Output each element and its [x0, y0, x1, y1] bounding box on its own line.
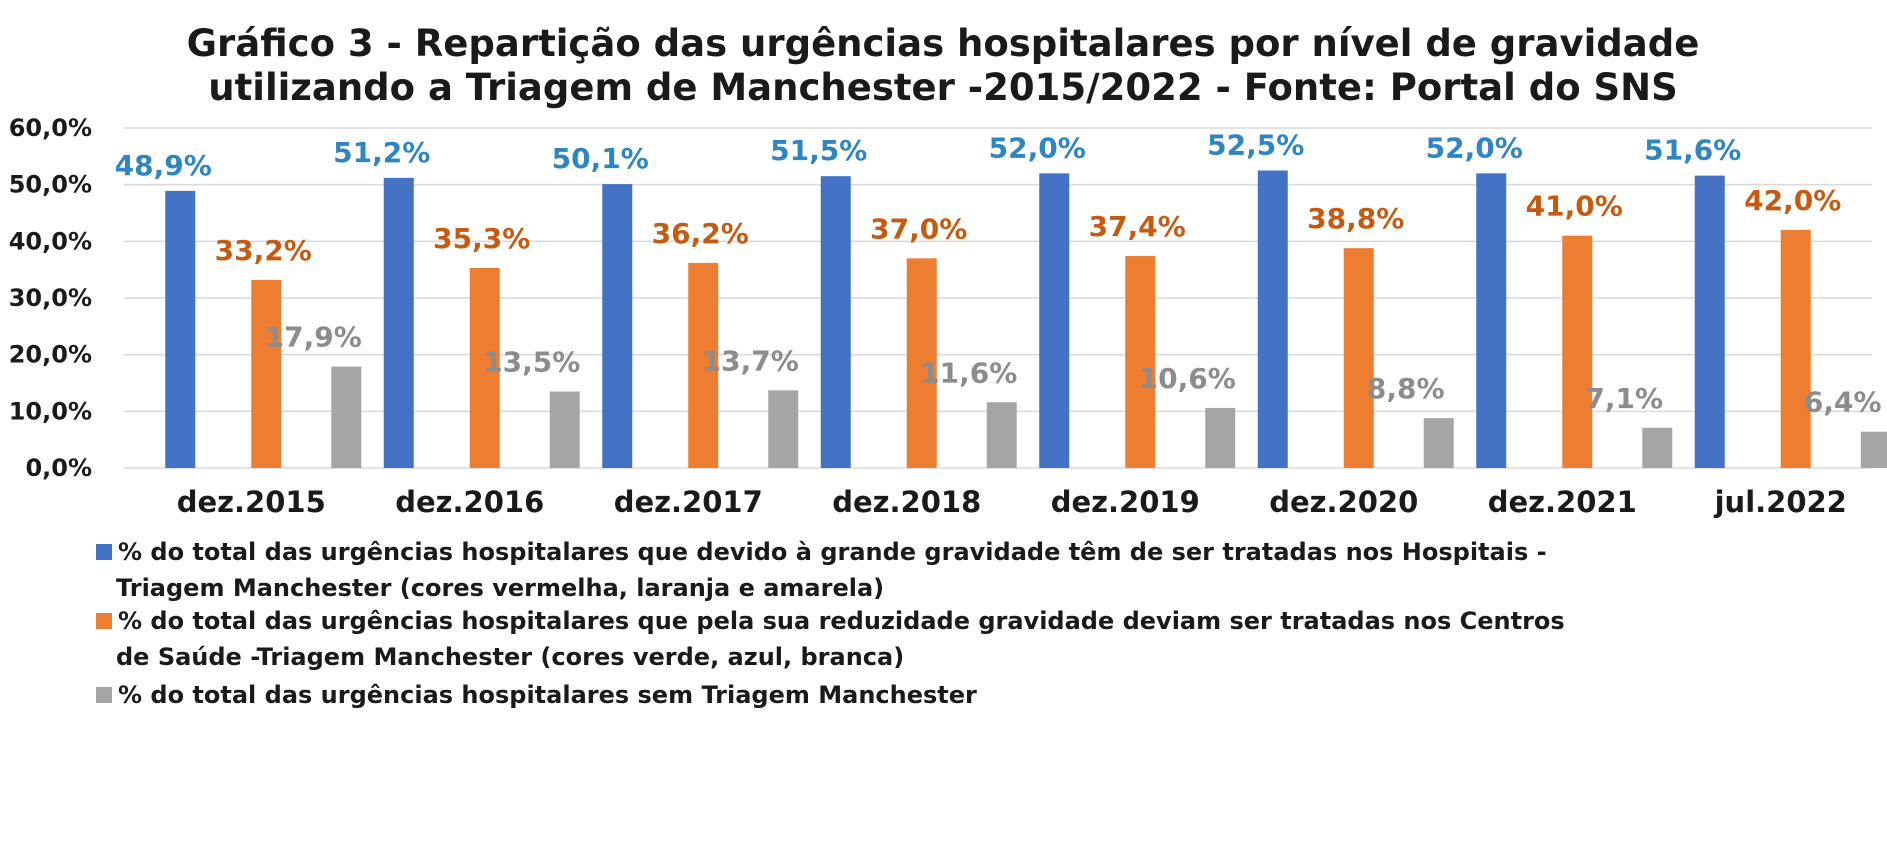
- data-label-series-3: 17,9%: [265, 321, 362, 354]
- bar-series-3-dez.2018: [986, 402, 1017, 468]
- bar-series-2-dez.2016: [469, 267, 500, 468]
- bar-series-3-jul.2022: [1860, 431, 1887, 468]
- legend-swatch-series-1: [96, 544, 112, 560]
- data-label-series-3: 10,6%: [1139, 362, 1236, 395]
- data-label-series-1: 52,5%: [1207, 129, 1304, 162]
- legend-swatch-series-2: [96, 613, 112, 629]
- bar-series-1-dez.2015: [165, 190, 196, 468]
- y-axis-ticks: 0,0% 10,0% 20,0% 30,0% 40,0% 50,0% 60,0%: [9, 114, 92, 482]
- data-label-series-2: 35,3%: [433, 222, 530, 255]
- bar-series-1-jul.2022: [1694, 175, 1725, 468]
- data-label-series-2: 41,0%: [1526, 190, 1623, 223]
- x-tick-label: dez.2021: [1488, 485, 1637, 519]
- bar-series-3-dez.2017: [768, 390, 799, 468]
- x-tick-label: jul.2022: [1714, 485, 1847, 519]
- data-label-series-3: 7,1%: [1585, 382, 1663, 415]
- x-tick-label: dez.2020: [1269, 485, 1418, 519]
- bar-series-2-dez.2021: [1562, 235, 1593, 468]
- x-tick-label: dez.2018: [832, 485, 981, 519]
- data-label-series-1: 50,1%: [552, 142, 649, 175]
- data-label-series-2: 37,4%: [1089, 210, 1186, 243]
- bars: [165, 170, 1887, 469]
- bar-series-1-dez.2018: [820, 176, 851, 468]
- data-label-series-3: 6,4%: [1804, 386, 1882, 419]
- data-label-series-3: 13,7%: [702, 344, 799, 377]
- data-label-series-1: 51,6%: [1644, 134, 1741, 167]
- y-tick-label: 60,0%: [9, 114, 92, 142]
- x-tick-label: dez.2019: [1051, 485, 1200, 519]
- data-label-series-3: 8,8%: [1367, 372, 1445, 405]
- bar-series-3-dez.2019: [1205, 407, 1236, 468]
- x-axis-ticks: dez.2015 dez.2016 dez.2017 dez.2018 dez.2019…: [177, 485, 1847, 519]
- bar-series-2-dez.2020: [1343, 248, 1374, 468]
- bar-series-1-dez.2016: [383, 177, 414, 468]
- data-label-series-1: 51,2%: [333, 136, 430, 169]
- bar-series-1-dez.2021: [1476, 173, 1507, 469]
- chart-title: Gráfico 3 - Repartição das urgências hos…: [187, 22, 1700, 109]
- bar-series-3-dez.2015: [331, 366, 362, 468]
- data-label-series-3: 13,5%: [483, 346, 580, 379]
- bar-series-2-dez.2015: [251, 279, 282, 468]
- y-tick-label: 40,0%: [9, 227, 92, 255]
- bar-series-3-dez.2020: [1423, 418, 1454, 468]
- data-label-series-2: 33,2%: [215, 234, 312, 267]
- legend-label-series-1: % do total das urgências hospitalares qu…: [118, 538, 1547, 566]
- data-label-series-1: 51,5%: [770, 134, 867, 167]
- data-label-series-3: 11,6%: [920, 356, 1017, 389]
- legend-label-series-3: % do total das urgências hospitalares se…: [118, 681, 977, 709]
- bar-series-2-dez.2017: [688, 262, 719, 468]
- data-label-series-2: 37,0%: [870, 212, 967, 245]
- data-label-series-1: 52,0%: [989, 131, 1086, 164]
- y-tick-label: 10,0%: [9, 397, 92, 425]
- legend-label-series-2: % do total das urgências hospitalares qu…: [118, 607, 1565, 635]
- x-tick-label: dez.2015: [177, 485, 326, 519]
- legend: % do total das urgências hospitalares qu…: [96, 538, 1565, 709]
- x-tick-label: dez.2017: [614, 485, 763, 519]
- bar-series-1-dez.2017: [602, 184, 633, 468]
- data-labels: 48,9% 51,2% 50,1% 51,5% 52,0% 52,5% 52,0% 51,6%…: [115, 129, 1882, 419]
- bar-series-3-dez.2016: [549, 391, 580, 468]
- data-label-series-2: 42,0%: [1744, 184, 1841, 217]
- data-label-series-2: 38,8%: [1307, 202, 1404, 235]
- y-tick-label: 50,0%: [9, 171, 92, 199]
- legend-swatch-series-3: [96, 687, 112, 703]
- legend-label-series-2: de Saúde -Triagem Manchester (cores verd…: [116, 643, 904, 671]
- gridlines: [124, 127, 1872, 469]
- bar-series-3-dez.2021: [1642, 427, 1673, 468]
- chart-title-line-2: utilizando a Triagem de Manchester -2015…: [208, 66, 1678, 109]
- bar-series-2-dez.2019: [1125, 256, 1156, 468]
- legend-label-series-1: Triagem Manchester (cores vermelha, lara…: [116, 574, 884, 602]
- data-label-series-1: 52,0%: [1426, 131, 1523, 164]
- data-label-series-1: 48,9%: [115, 149, 212, 182]
- bar-series-2-jul.2022: [1780, 230, 1811, 468]
- bar-series-1-dez.2019: [1039, 173, 1070, 469]
- data-label-series-2: 36,2%: [652, 217, 749, 250]
- y-tick-label: 0,0%: [25, 454, 92, 482]
- y-tick-label: 20,0%: [9, 341, 92, 369]
- chart-title-line-1: Gráfico 3 - Repartição das urgências hos…: [187, 22, 1700, 65]
- y-tick-label: 30,0%: [9, 284, 92, 312]
- bar-series-1-dez.2020: [1257, 170, 1288, 468]
- bar-series-2-dez.2018: [906, 258, 937, 468]
- x-tick-label: dez.2016: [395, 485, 544, 519]
